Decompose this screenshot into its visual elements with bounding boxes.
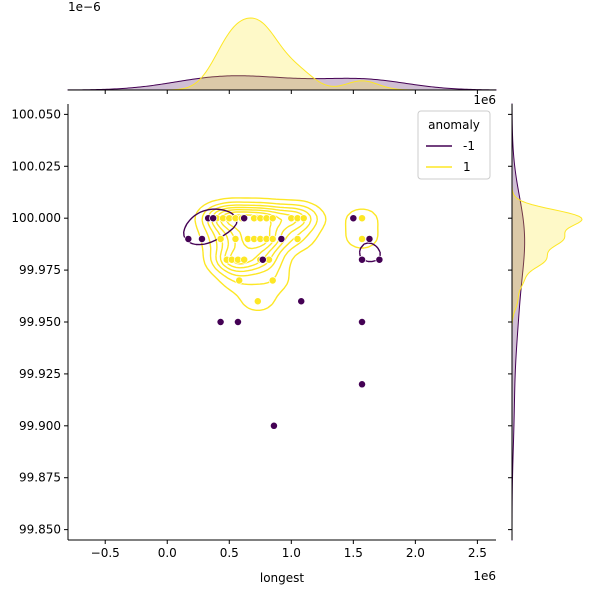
data-point-anomaly-neg [258, 255, 267, 264]
legend-label-normal: 1 [463, 160, 471, 174]
data-point-normal [216, 234, 225, 243]
data-point-normal [253, 297, 262, 306]
x-tick-label: 0.0 [158, 546, 177, 560]
legend: anomaly -1 1 [417, 110, 491, 180]
x-tick-label: 1.5 [344, 546, 363, 560]
x-tick-label: 2.0 [406, 546, 425, 560]
x-tick-label: 2.5 [468, 546, 487, 560]
data-point-anomaly-neg [297, 297, 306, 306]
y-tick-label: 99.875 [19, 471, 61, 485]
right-kde-anomaly-neg [511, 103, 526, 541]
data-point-normal [240, 255, 249, 264]
legend-label-anomaly-neg: -1 [463, 139, 475, 153]
top-marginal-offset-label: 1e−6 [68, 0, 101, 14]
data-point-normal [358, 234, 366, 243]
data-point-anomaly-neg [375, 255, 384, 264]
data-point-normal [268, 234, 277, 243]
legend-box [417, 110, 491, 180]
scatter-points [184, 214, 384, 430]
y-tick-label: 100.000 [11, 211, 61, 225]
top-kde-normal [68, 17, 496, 91]
legend-title: anomaly [428, 118, 480, 132]
data-point-anomaly-neg [349, 214, 358, 223]
top-kde-anomaly-neg [67, 75, 497, 91]
y-tick-label: 99.950 [19, 315, 61, 329]
x-tick-label: −0.5 [91, 546, 120, 560]
data-point-normal [293, 234, 302, 243]
x-axis-label: longest [260, 571, 305, 585]
data-point-anomaly-neg [365, 234, 374, 243]
data-point-anomaly-neg [358, 318, 366, 326]
data-point-normal [268, 214, 277, 223]
y-tick-label: 100.025 [11, 159, 61, 173]
data-point-anomaly-neg [216, 318, 225, 326]
right-kde-normal [511, 104, 583, 540]
x-tick-label: 0.5 [220, 546, 239, 560]
data-point-anomaly-neg [209, 214, 218, 223]
y-tick-label: 99.975 [19, 263, 61, 277]
kde-contour-normal [194, 197, 379, 311]
data-point-normal [235, 276, 244, 285]
data-point-anomaly-neg [269, 421, 278, 430]
data-point-normal [358, 214, 366, 223]
y-tick-label: 100.050 [11, 107, 61, 121]
right-marginal-plot [508, 103, 583, 541]
main-plot: −0.5 0.0 0.5 1.0 1.5 2.0 2.5 99.850 99.875 99.90… [11, 93, 496, 585]
data-point-anomaly-neg [358, 380, 366, 389]
data-point-anomaly-neg [234, 318, 242, 326]
data-point-normal [231, 234, 240, 243]
y-tick-label: 99.925 [19, 367, 61, 381]
y-axis-ticks: 99.850 99.875 99.900 99.925 99.950 99.975 100.… [11, 107, 68, 537]
top-marginal-plot: 1e−6 [67, 0, 497, 94]
data-point-anomaly-neg [240, 214, 249, 223]
x-offset-label: 1e6 [473, 569, 496, 583]
data-point-anomaly-neg [184, 234, 193, 243]
data-point-anomaly-neg [358, 255, 366, 264]
right-marginal-ticks [508, 113, 512, 531]
y-offset-label: 1e6 [473, 93, 496, 107]
data-point-anomaly-neg [198, 234, 206, 243]
y-tick-label: 99.900 [19, 419, 61, 433]
top-marginal-ticks [104, 90, 478, 94]
data-point-normal [268, 276, 277, 285]
x-tick-label: 1.0 [282, 546, 301, 560]
data-point-normal [299, 214, 308, 223]
x-axis-ticks: −0.5 0.0 0.5 1.0 1.5 2.0 2.5 [91, 540, 487, 560]
data-point-anomaly-neg [277, 234, 286, 243]
y-tick-label: 99.850 [19, 523, 61, 537]
